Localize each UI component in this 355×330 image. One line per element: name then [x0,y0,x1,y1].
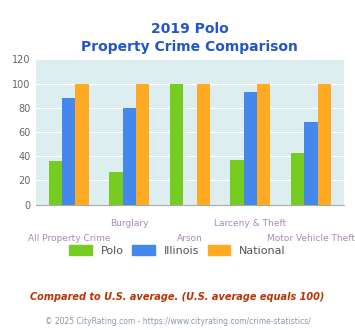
Bar [109,172,123,205]
Text: © 2025 CityRating.com - https://www.cityrating.com/crime-statistics/: © 2025 CityRating.com - https://www.city… [45,317,310,326]
Bar [49,161,62,205]
Text: Motor Vehicle Theft: Motor Vehicle Theft [267,234,355,243]
Bar [304,122,318,205]
Bar [76,83,89,205]
Bar [230,160,244,205]
Bar [170,83,183,205]
Bar [318,83,331,205]
Text: Compared to U.S. average. (U.S. average equals 100): Compared to U.S. average. (U.S. average … [30,292,325,302]
Text: Arson: Arson [177,234,203,243]
Bar [197,83,210,205]
Bar [123,108,136,205]
Text: All Property Crime: All Property Crime [28,234,110,243]
Legend: Polo, Illinois, National: Polo, Illinois, National [65,240,290,260]
Bar [244,92,257,205]
Title: 2019 Polo
Property Crime Comparison: 2019 Polo Property Crime Comparison [82,22,298,54]
Text: Larceny & Theft: Larceny & Theft [214,219,286,228]
Text: Burglary: Burglary [110,219,149,228]
Bar [291,152,304,205]
Bar [257,83,271,205]
Bar [62,98,76,205]
Bar [136,83,149,205]
